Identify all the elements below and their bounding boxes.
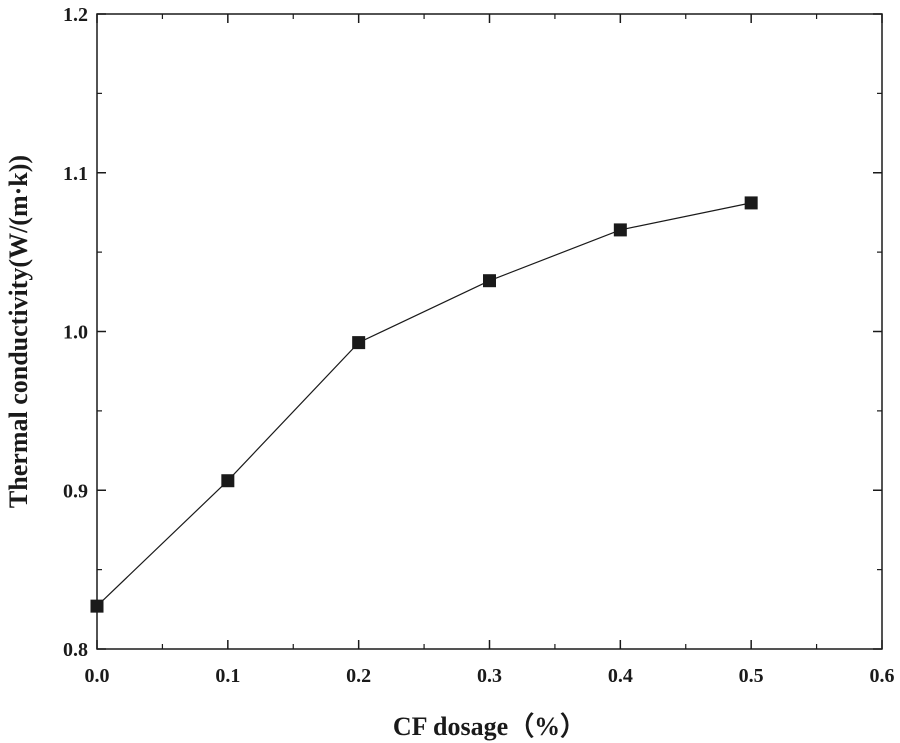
y-axis-title: Thermal conductivity(W/(m·k)) <box>4 155 33 508</box>
x-tick-label: 0.6 <box>870 665 895 687</box>
x-tick-label: 0.5 <box>739 665 764 687</box>
x-tick-label: 0.1 <box>215 665 240 687</box>
y-tick-label: 1.2 <box>63 4 88 26</box>
data-point-marker <box>613 223 627 237</box>
data-point-marker <box>90 599 104 613</box>
x-tick-label: 0.4 <box>608 665 633 687</box>
data-series <box>90 196 758 613</box>
plot-frame <box>96 13 883 650</box>
y-tick-label: 1.1 <box>63 163 88 185</box>
data-point-marker <box>483 274 496 288</box>
axis-ticks <box>96 13 883 650</box>
y-tick-label: 0.8 <box>63 639 88 661</box>
y-tick-label: 0.9 <box>63 480 88 502</box>
x-tick-label: 0.2 <box>346 665 371 687</box>
axis-tick-labels: 0.0 0.1 0.2 0.3 0.4 0.5 0.6 0.8 0.9 1.0 1.1 1.2 <box>63 4 895 687</box>
data-point-marker <box>352 336 366 350</box>
data-point-marker <box>744 196 758 210</box>
series-line <box>96 202 752 607</box>
x-axis-title: CF dosage（%） <box>393 712 586 741</box>
x-tick-label: 0.3 <box>477 665 502 687</box>
x-tick-label: 0.0 <box>85 665 110 687</box>
data-point-marker <box>221 474 235 488</box>
y-tick-label: 1.0 <box>63 322 88 344</box>
